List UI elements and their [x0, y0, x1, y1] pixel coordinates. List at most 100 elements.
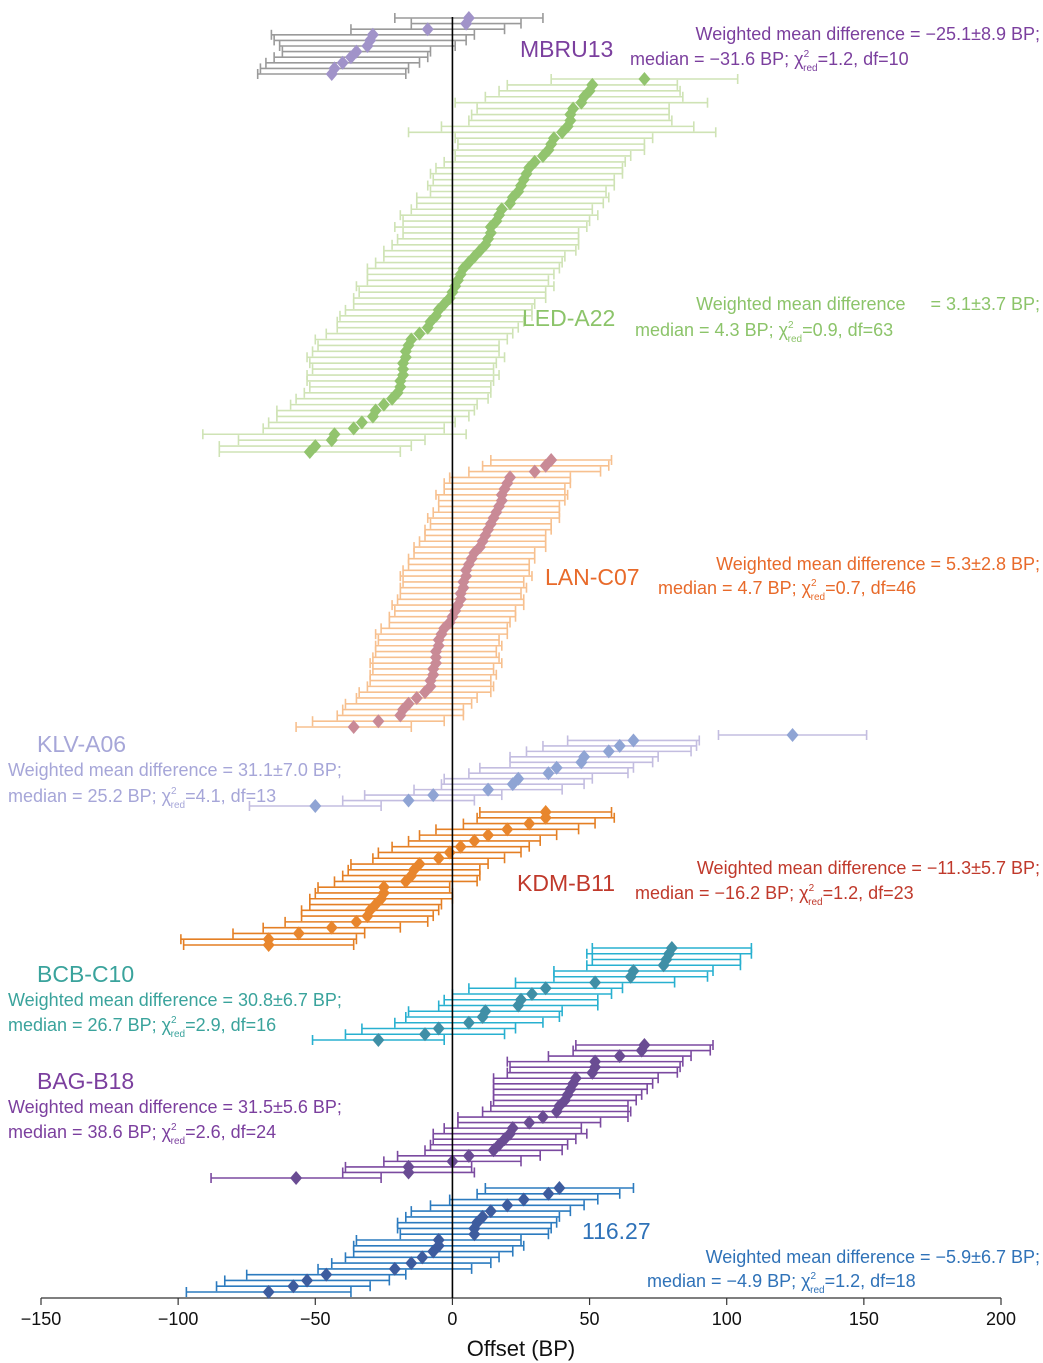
data-point	[468, 833, 481, 848]
data-point	[624, 969, 637, 984]
note-sub: red	[811, 592, 825, 603]
data-point	[487, 1143, 500, 1158]
group-name: BAG-B18	[37, 1068, 134, 1094]
data-point	[539, 458, 552, 473]
group-note: Weighted mean difference = 30.8±6.7 BP;	[8, 990, 342, 1010]
note-text: median = 4.3 BP; χ	[635, 320, 789, 340]
x-tick-label: 100	[712, 1309, 742, 1329]
data-point	[402, 1165, 415, 1180]
data-point	[575, 95, 588, 110]
group-name: LAN-C07	[545, 564, 640, 590]
data-point	[419, 685, 431, 700]
data-point	[399, 874, 412, 889]
group-note: median = 38.6 BP; χ2 red=2.6, df=24	[8, 1122, 276, 1147]
data-point	[405, 1256, 418, 1271]
data-point	[262, 1285, 275, 1299]
note-text: =4.1, df=13	[185, 786, 276, 806]
data-point	[539, 981, 552, 996]
data-point	[347, 421, 360, 436]
data-point	[613, 738, 626, 753]
data-point	[386, 391, 399, 406]
data-point	[473, 243, 486, 258]
note-text: =0.9, df=63	[802, 320, 893, 340]
data-point	[638, 72, 651, 86]
data-point	[372, 1033, 385, 1047]
group-name: MBRU13	[520, 36, 613, 62]
data-point	[501, 1198, 514, 1213]
data-point	[553, 1181, 566, 1195]
note-text: median = 38.6 BP; χ	[8, 1122, 172, 1142]
note-sup: 2	[788, 320, 794, 331]
data-point	[421, 22, 434, 37]
data-point	[347, 720, 360, 734]
note-sup: 2	[811, 1271, 817, 1282]
data-point	[432, 1021, 445, 1036]
x-tick-label: −50	[300, 1309, 331, 1329]
data-point	[416, 1250, 429, 1265]
note-sup: 2	[811, 578, 817, 589]
data-point	[482, 782, 495, 797]
x-tick-label: 50	[580, 1309, 600, 1329]
data-point	[325, 920, 338, 935]
group-note: median = 4.3 BP; χ2 red=0.9, df=63	[635, 320, 893, 345]
note-sub: red	[171, 1136, 185, 1147]
data-point	[517, 1192, 530, 1207]
data-point	[635, 1043, 648, 1058]
group-note: median = −31.6 BP; χ2 red=1.2, df=10	[630, 49, 909, 74]
note-text: median = 4.7 BP; χ	[658, 578, 812, 598]
data-point	[421, 320, 434, 335]
group-note: median = −16.2 BP; χ2 red=1.2, df=23	[635, 883, 914, 908]
x-tick-label: −150	[21, 1309, 62, 1329]
note-sup: 2	[171, 1122, 177, 1133]
data-point	[325, 67, 338, 81]
data-point	[523, 1115, 536, 1130]
data-point	[462, 1148, 475, 1163]
data-point	[432, 851, 445, 866]
data-point	[484, 1204, 497, 1219]
note-text: =2.6, df=24	[185, 1122, 276, 1142]
data-point	[290, 1171, 303, 1185]
data-point	[355, 415, 368, 430]
data-point	[361, 39, 374, 53]
data-point	[575, 755, 588, 770]
data-point	[506, 777, 519, 792]
data-point	[525, 987, 538, 1001]
data-point	[786, 728, 799, 742]
data-point	[301, 1273, 314, 1288]
note-sup: 2	[804, 49, 810, 60]
data-point	[542, 766, 555, 781]
data-point	[539, 810, 552, 825]
data-point	[542, 1186, 555, 1201]
data-point	[550, 760, 563, 775]
note-sup: 2	[171, 1015, 177, 1026]
data-point	[427, 788, 440, 803]
data-point	[460, 16, 473, 31]
data-point	[320, 1267, 333, 1282]
group-name: KLV-A06	[37, 731, 126, 757]
group-note: Weighted mean difference = 31.5±5.6 BP;	[8, 1097, 342, 1117]
data-point	[462, 1015, 475, 1030]
data-point	[292, 926, 305, 941]
group-name: BCB-C10	[37, 961, 134, 987]
data-point	[501, 822, 514, 837]
group-note: Weighted mean difference = −25.1±8.9 BP;	[696, 24, 1040, 44]
group-note: median = 26.7 BP; χ2 red=2.9, df=16	[8, 1015, 276, 1040]
data-point	[377, 397, 390, 412]
note-sup: 2	[809, 883, 815, 894]
data-point	[482, 828, 495, 843]
data-point	[528, 464, 541, 479]
data-point	[657, 958, 670, 973]
note-text: =1.2, df=18	[825, 1271, 916, 1291]
data-point	[262, 938, 275, 952]
data-point	[402, 793, 415, 808]
group-note: median = −4.9 BP; χ2 red=1.2, df=18	[647, 1271, 916, 1296]
note-text: =2.9, df=16	[185, 1015, 276, 1035]
data-point	[602, 744, 615, 759]
data-point	[613, 1049, 626, 1064]
note-text: median = −16.2 BP; χ	[635, 883, 809, 903]
data-point	[627, 733, 640, 748]
note-sup: 2	[171, 786, 177, 797]
data-point	[536, 148, 549, 163]
group-name: LED-A22	[522, 305, 615, 331]
